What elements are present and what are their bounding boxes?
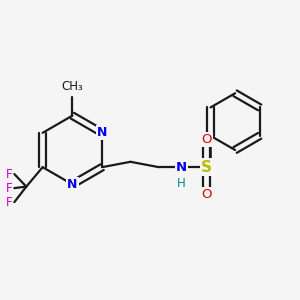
Text: S: S (201, 160, 212, 175)
Text: O: O (201, 188, 212, 201)
Text: O: O (201, 133, 212, 146)
Text: F: F (6, 196, 12, 208)
Text: N: N (176, 161, 187, 174)
Text: H: H (177, 177, 186, 190)
Text: F: F (6, 182, 12, 195)
Text: N: N (97, 126, 107, 139)
Text: N: N (67, 178, 77, 191)
Text: CH₃: CH₃ (61, 80, 83, 93)
Text: F: F (6, 168, 12, 181)
